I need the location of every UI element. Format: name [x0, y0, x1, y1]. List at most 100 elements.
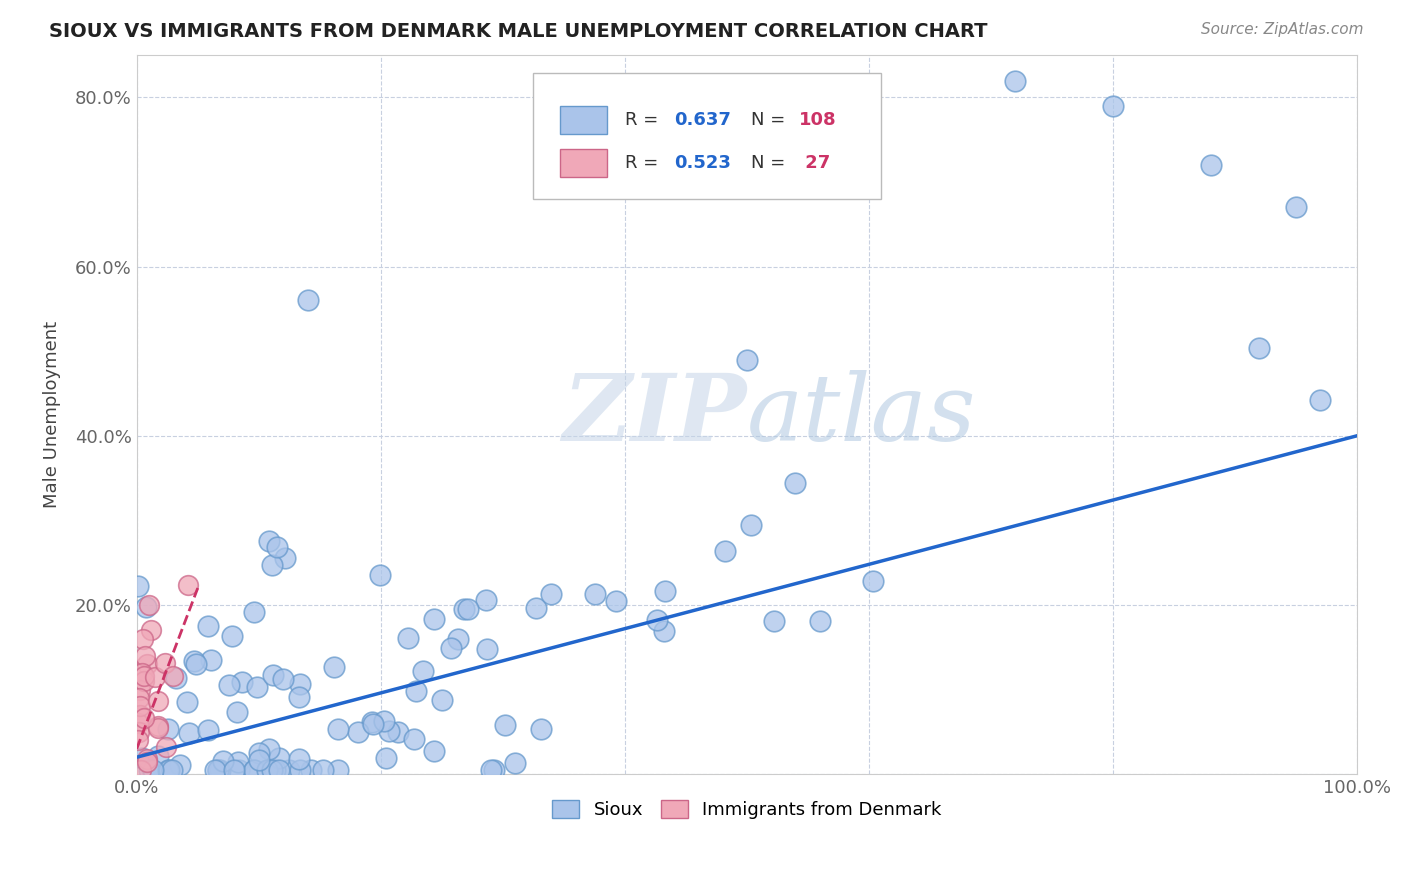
Point: [143, 670, 166, 684]
Point: [269, 751, 291, 765]
Point: [530, 722, 553, 736]
Point: [129, 707, 152, 722]
Point: [257, 533, 280, 548]
Point: [262, 668, 284, 682]
FancyBboxPatch shape: [533, 73, 882, 199]
Point: [136, 756, 159, 770]
Bar: [560, 149, 606, 177]
Point: [141, 624, 163, 638]
Point: [131, 763, 153, 777]
Point: [243, 763, 266, 777]
Point: [288, 677, 311, 691]
Text: R =: R =: [624, 154, 664, 172]
Point: [177, 577, 200, 591]
Point: [138, 763, 160, 777]
Point: [208, 763, 231, 777]
Point: [440, 640, 463, 655]
Point: [179, 725, 201, 739]
Point: [132, 674, 155, 689]
Point: [200, 653, 222, 667]
Point: [166, 671, 188, 685]
Point: [494, 718, 516, 732]
Point: [243, 605, 266, 619]
Text: atlas: atlas: [747, 369, 976, 459]
Point: [267, 763, 290, 777]
Point: [247, 746, 270, 760]
Point: [589, 150, 612, 164]
Point: [328, 763, 350, 777]
Point: [326, 722, 349, 736]
Point: [297, 293, 319, 308]
Point: [1004, 73, 1026, 87]
Point: [479, 763, 502, 777]
Point: [763, 614, 786, 628]
Bar: [560, 106, 606, 134]
Point: [197, 723, 219, 737]
Legend: Sioux, Immigrants from Denmark: Sioux, Immigrants from Denmark: [544, 792, 949, 826]
Point: [162, 669, 184, 683]
Point: [225, 706, 247, 720]
Point: [146, 749, 169, 764]
Point: [1199, 158, 1222, 172]
Point: [135, 752, 157, 766]
Point: [218, 678, 240, 692]
Point: [207, 763, 229, 777]
Point: [138, 598, 160, 612]
Point: [260, 558, 283, 573]
Point: [212, 754, 235, 768]
Point: [605, 594, 627, 608]
Point: [288, 690, 311, 704]
Point: [157, 722, 180, 736]
Point: [184, 657, 207, 671]
Point: [128, 691, 150, 706]
Point: [127, 579, 149, 593]
Point: [146, 694, 169, 708]
Point: [475, 593, 498, 607]
Point: [288, 752, 311, 766]
Point: [735, 352, 758, 367]
Point: [312, 763, 335, 777]
Point: [221, 629, 243, 643]
Point: [231, 674, 253, 689]
Point: [246, 680, 269, 694]
Text: SIOUX VS IMMIGRANTS FROM DENMARK MALE UNEMPLOYMENT CORRELATION CHART: SIOUX VS IMMIGRANTS FROM DENMARK MALE UN…: [49, 22, 987, 41]
Point: [146, 719, 169, 733]
Point: [131, 665, 153, 680]
Point: [422, 612, 444, 626]
Point: [375, 751, 398, 765]
Point: [1102, 99, 1125, 113]
Point: [156, 763, 179, 777]
Point: [278, 763, 301, 777]
Text: 0.523: 0.523: [673, 154, 731, 172]
Point: [128, 698, 150, 713]
Point: [222, 763, 245, 777]
Point: [484, 763, 506, 777]
Point: [134, 669, 156, 683]
Point: [862, 574, 884, 588]
Point: [160, 763, 183, 777]
Point: [453, 602, 475, 616]
Point: [373, 714, 395, 728]
Point: [361, 717, 384, 731]
Point: [146, 721, 169, 735]
Text: N =: N =: [751, 154, 790, 172]
Point: [155, 739, 177, 754]
Point: [526, 601, 548, 615]
Point: [153, 656, 176, 670]
Text: N =: N =: [751, 111, 790, 128]
Point: [1285, 201, 1308, 215]
Point: [346, 724, 368, 739]
Y-axis label: Male Unemployment: Male Unemployment: [44, 321, 60, 508]
Point: [228, 755, 250, 769]
Point: [207, 763, 229, 777]
Point: [264, 763, 287, 777]
Point: [447, 632, 470, 646]
Point: [405, 683, 427, 698]
Point: [583, 587, 606, 601]
Point: [256, 763, 278, 777]
Point: [361, 715, 384, 730]
Text: R =: R =: [624, 111, 664, 128]
Point: [183, 655, 205, 669]
Point: [242, 763, 264, 777]
Point: [132, 711, 155, 725]
